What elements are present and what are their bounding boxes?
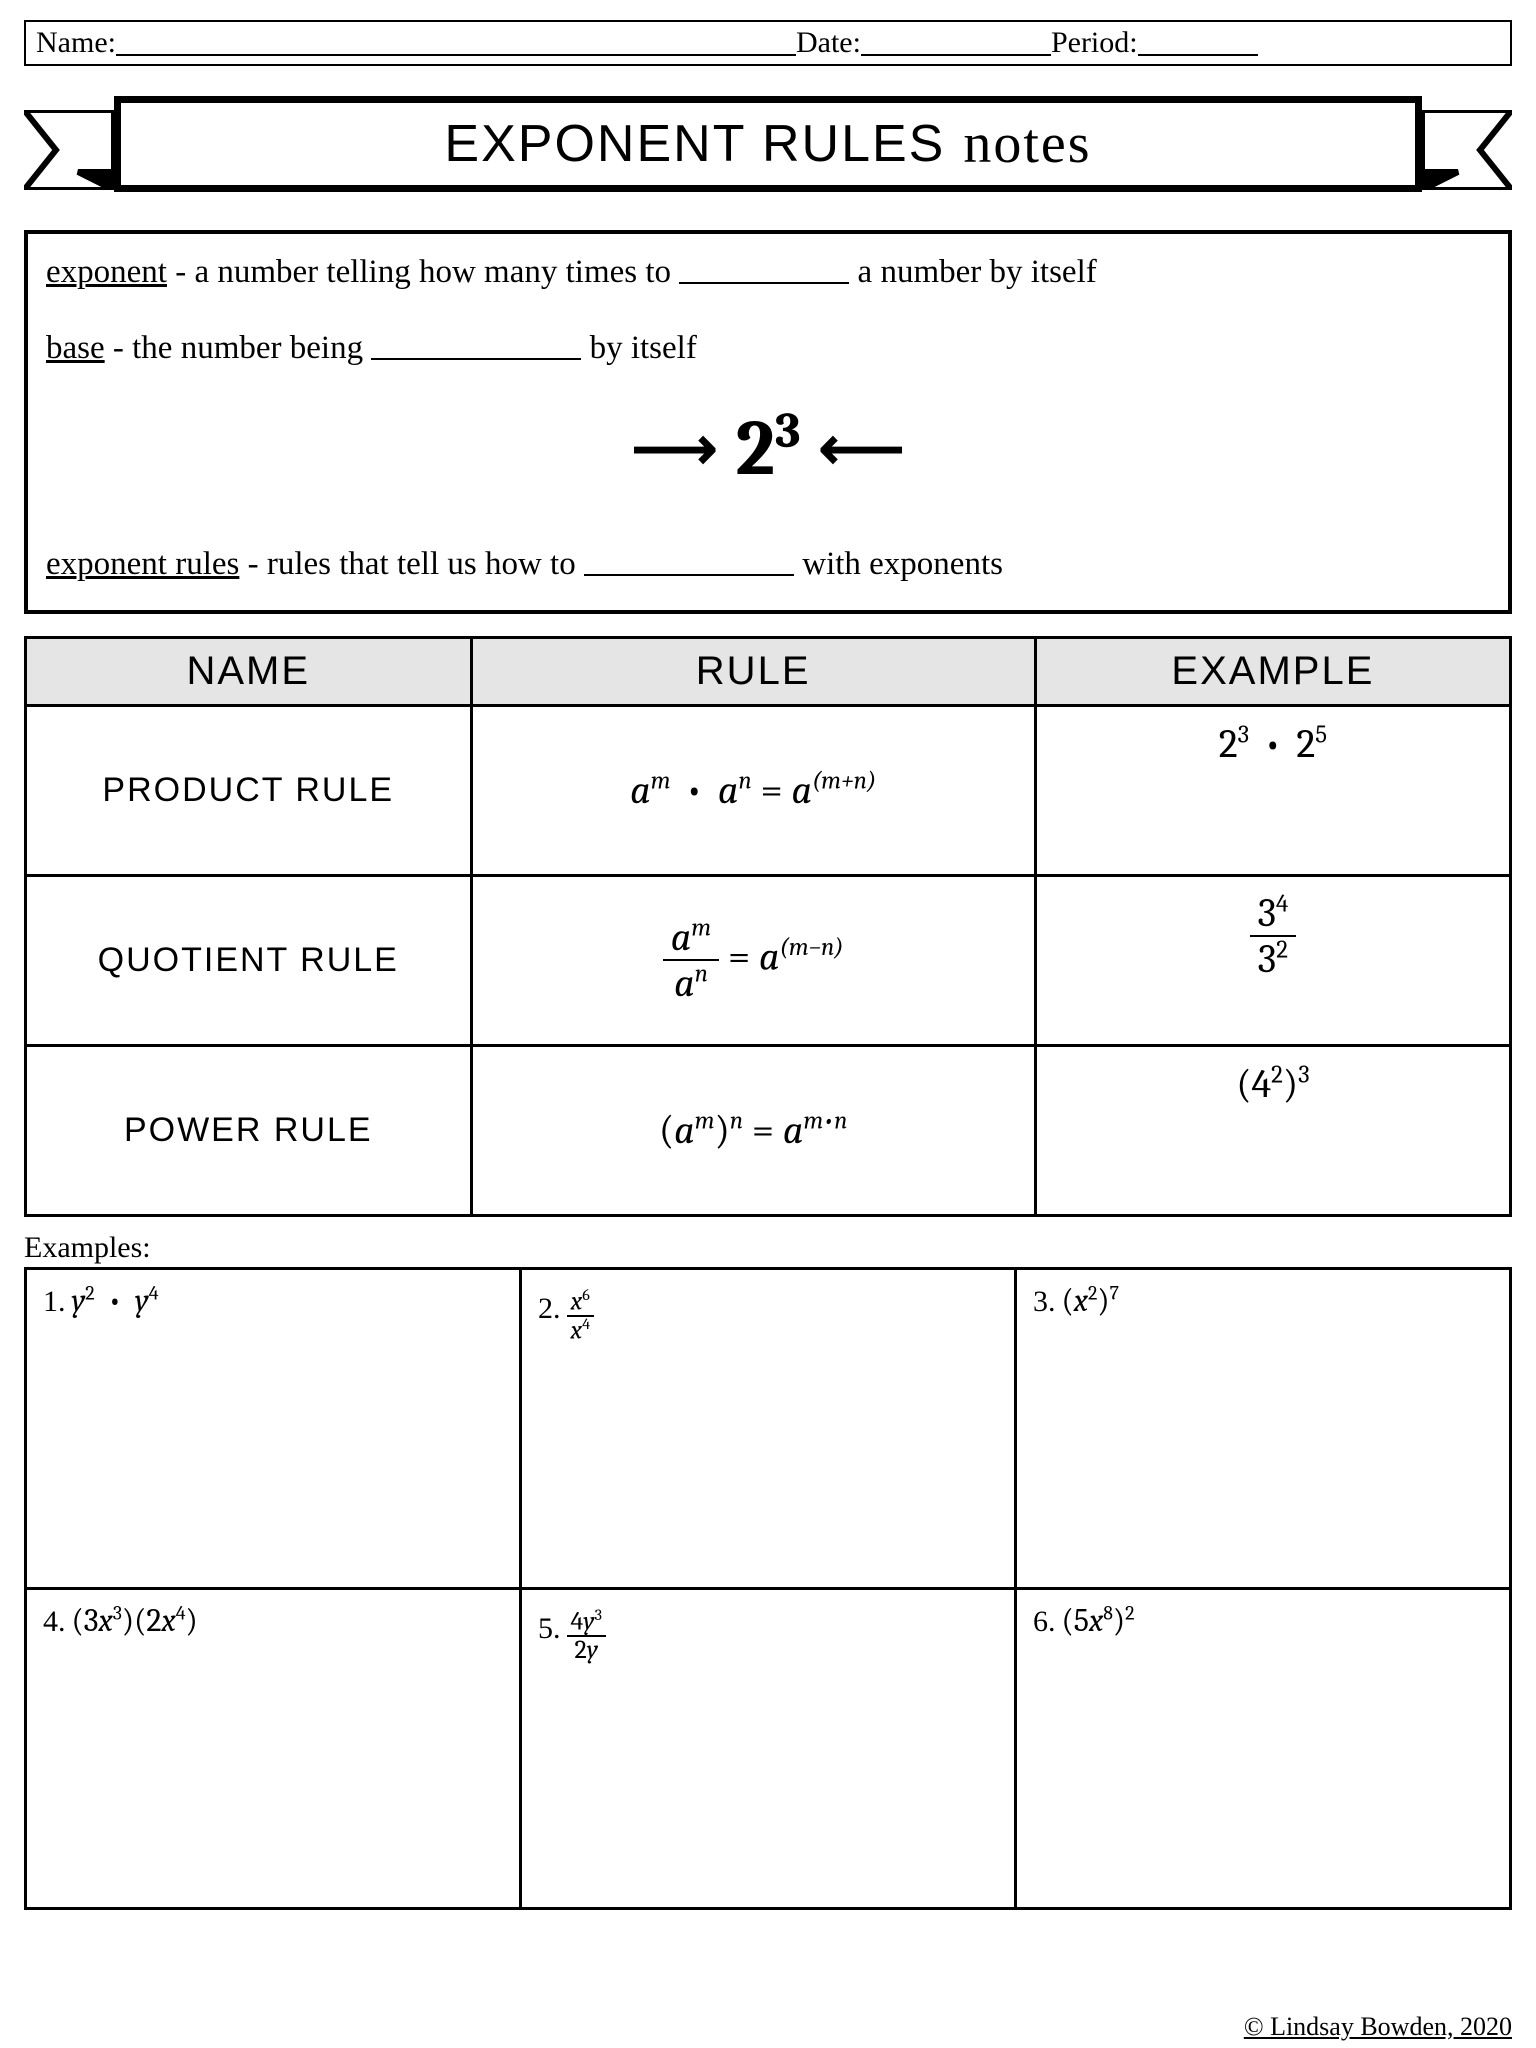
rules-table: NAME RULE EXAMPLE PRODUCT RULE am • an =… bbox=[24, 636, 1512, 1217]
rule-example: (42)3 bbox=[1035, 1045, 1510, 1215]
exponent-definition: exponent - a number telling how many tim… bbox=[46, 248, 1490, 298]
rule-name: PRODUCT RULE bbox=[26, 705, 472, 875]
table-header-row: NAME RULE EXAMPLE bbox=[26, 637, 1511, 705]
name-field[interactable]: Name: bbox=[36, 26, 796, 60]
period-label: Period: bbox=[1051, 26, 1138, 60]
rule-name: POWER RULE bbox=[26, 1045, 472, 1215]
header-box: Name: Date: Period: bbox=[24, 20, 1512, 66]
term-exponent: exponent bbox=[46, 254, 167, 290]
rules-definition: exponent rules - rules that tell us how … bbox=[46, 540, 1490, 590]
blank-exponent[interactable] bbox=[679, 260, 849, 284]
examples-grid: 1.y2 • y4 2.x6x4 3.(x2)7 4.(3x3)(2x4) 5.… bbox=[24, 1267, 1512, 1910]
copyright-text: © Lindsay Bowden, 2020 bbox=[1244, 2012, 1512, 2042]
definitions-box: exponent - a number telling how many tim… bbox=[24, 230, 1512, 614]
rule-formula: am • an = a(m+n) bbox=[471, 705, 1035, 875]
big-expression: ⟶ 23 ⟵ bbox=[46, 391, 1490, 508]
blank-base[interactable] bbox=[371, 336, 581, 360]
term-base: base bbox=[46, 330, 105, 366]
arrow-right-icon: ⟶ bbox=[632, 405, 718, 495]
rule-formula: aman = a(m−n) bbox=[471, 875, 1035, 1045]
banner-tail-right-icon bbox=[1422, 110, 1512, 190]
rule-formula: (am)n = am•n bbox=[471, 1045, 1035, 1215]
period-field[interactable]: Period: bbox=[1051, 26, 1258, 60]
date-label: Date: bbox=[796, 26, 861, 60]
example-cell[interactable]: 5.4y32y bbox=[521, 1588, 1016, 1908]
example-cell[interactable]: 3.(x2)7 bbox=[1016, 1268, 1511, 1588]
arrow-left-icon: ⟵ bbox=[818, 405, 904, 495]
title-banner: EXPONENT RULES notes bbox=[24, 96, 1512, 206]
title-script: notes bbox=[963, 112, 1091, 176]
header-example: EXAMPLE bbox=[1035, 637, 1510, 705]
name-label: Name: bbox=[36, 26, 116, 60]
blank-rules[interactable] bbox=[584, 552, 794, 576]
example-cell[interactable]: 6.(5x8)2 bbox=[1016, 1588, 1511, 1908]
examples-label: Examples: bbox=[24, 1231, 1512, 1265]
title-main: EXPONENT RULES bbox=[444, 114, 945, 174]
header-name: NAME bbox=[26, 637, 472, 705]
period-line[interactable] bbox=[1138, 32, 1258, 56]
header-rule: RULE bbox=[471, 637, 1035, 705]
example-cell[interactable]: 1.y2 • y4 bbox=[26, 1268, 521, 1588]
banner-tail-left-icon bbox=[24, 110, 114, 190]
date-field[interactable]: Date: bbox=[796, 26, 1051, 60]
table-row: POWER RULE (am)n = am•n (42)3 bbox=[26, 1045, 1511, 1215]
table-row: PRODUCT RULE am • an = a(m+n) 23 • 25 bbox=[26, 705, 1511, 875]
term-exponent-rules: exponent rules bbox=[46, 546, 239, 582]
name-line[interactable] bbox=[116, 32, 796, 56]
banner-box: EXPONENT RULES notes bbox=[114, 96, 1422, 192]
example-cell[interactable]: 4.(3x3)(2x4) bbox=[26, 1588, 521, 1908]
rule-example: 3432 bbox=[1035, 875, 1510, 1045]
example-cell[interactable]: 2.x6x4 bbox=[521, 1268, 1016, 1588]
base-definition: base - the number being by itself bbox=[46, 324, 1490, 374]
table-row: QUOTIENT RULE aman = a(m−n) 3432 bbox=[26, 875, 1511, 1045]
rule-name: QUOTIENT RULE bbox=[26, 875, 472, 1045]
rule-example: 23 • 25 bbox=[1035, 705, 1510, 875]
date-line[interactable] bbox=[861, 32, 1051, 56]
